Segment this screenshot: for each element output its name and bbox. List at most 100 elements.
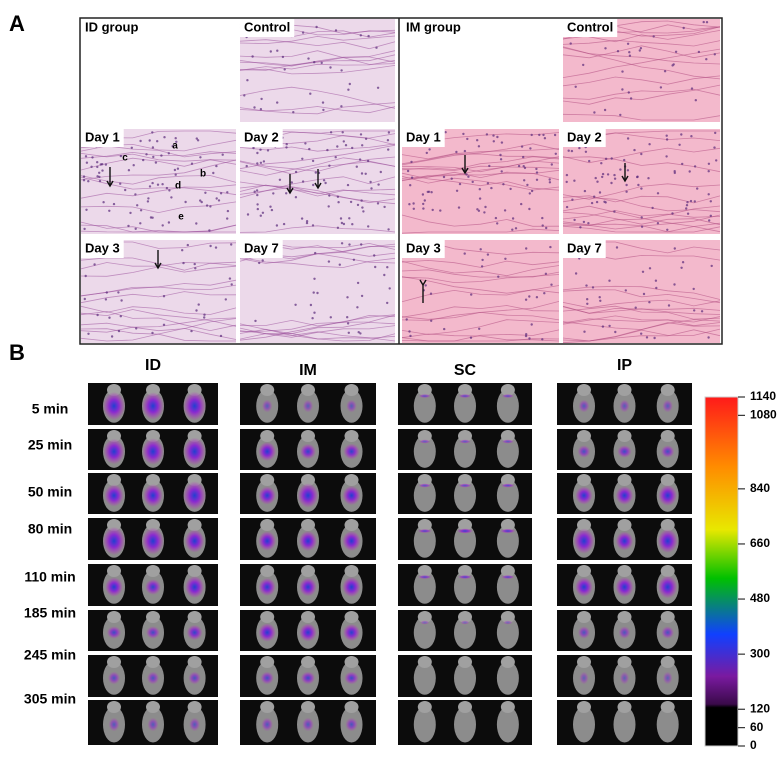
nucleus: [535, 171, 539, 174]
mouse-head: [146, 656, 160, 668]
mouse-body: [496, 570, 519, 604]
imaging-cell: [240, 383, 376, 425]
nucleus: [294, 196, 298, 199]
nucleus: [543, 137, 547, 140]
nucleus: [578, 146, 581, 150]
nucleus: [212, 171, 215, 175]
signal: [420, 620, 430, 625]
nucleus: [269, 205, 272, 208]
nucleus: [640, 332, 643, 335]
signal: [617, 445, 632, 458]
nucleus: [590, 201, 594, 205]
nucleus: [226, 191, 229, 194]
nucleus: [626, 137, 630, 140]
imaging-cell: [240, 429, 376, 470]
nucleus: [246, 79, 249, 82]
nucleus: [616, 50, 620, 53]
mouse-head: [417, 656, 432, 668]
nucleus: [525, 333, 528, 336]
mouse-head: [417, 474, 432, 486]
nucleus: [346, 316, 349, 319]
tissue-fiber: [240, 314, 396, 327]
nucleus: [579, 226, 582, 229]
imaging-cell: [88, 518, 218, 560]
nucleus: [329, 131, 333, 134]
nucleus: [255, 189, 259, 192]
nucleus: [528, 192, 531, 195]
colorbar-tick-label: 840: [750, 481, 770, 495]
imaging-cell: [240, 610, 376, 651]
mouse-body: [496, 524, 519, 558]
marker-letter: a: [172, 141, 178, 152]
nucleus: [570, 149, 574, 153]
arrow-head: [461, 167, 469, 175]
mouse-head: [301, 565, 315, 577]
nucleus: [715, 159, 718, 162]
mouse-head: [301, 384, 315, 396]
tissue-fiber: [80, 184, 237, 199]
mouse-head: [660, 656, 675, 668]
nucleus: [422, 207, 425, 210]
nucleus: [182, 261, 185, 265]
nucleus: [130, 146, 133, 149]
mouse-head: [107, 430, 121, 442]
nucleus: [671, 212, 674, 215]
tissue-fiber: [562, 47, 721, 80]
nucleus: [373, 254, 376, 257]
nucleus: [601, 325, 605, 328]
nucleus: [98, 179, 102, 183]
signal: [142, 527, 164, 555]
nucleus: [522, 155, 525, 159]
nucleus: [471, 180, 474, 184]
nucleus: [705, 58, 708, 61]
nucleus: [276, 101, 279, 104]
signal: [108, 717, 120, 732]
nucleus: [626, 169, 630, 172]
mouse-head: [344, 611, 359, 623]
arrow-head: [286, 187, 294, 195]
nucleus: [603, 200, 606, 203]
nucleus: [490, 186, 493, 190]
colorbar-tick-label: 300: [750, 646, 770, 660]
nucleus: [176, 167, 180, 170]
nucleus: [104, 163, 108, 166]
tissue-fiber: [239, 57, 396, 66]
mouse-head: [458, 519, 472, 531]
nucleus: [525, 247, 528, 250]
signal: [188, 671, 201, 685]
nucleus: [316, 291, 319, 295]
mouse-head: [617, 430, 632, 442]
nucleus: [511, 217, 515, 220]
nucleus: [347, 88, 350, 91]
signal: [458, 575, 472, 579]
nucleus: [681, 261, 685, 264]
tissue-fiber: [401, 259, 560, 268]
mouse-head: [660, 565, 675, 577]
nucleus: [689, 199, 693, 203]
nucleus: [594, 176, 597, 180]
nucleus: [355, 165, 358, 168]
tissue-fiber: [401, 301, 560, 320]
nucleus: [386, 266, 389, 269]
nucleus: [324, 181, 327, 185]
imaging-cell: [88, 610, 218, 651]
nucleus: [139, 222, 142, 225]
nucleus: [203, 316, 206, 319]
nucleus: [530, 133, 533, 137]
nucleus: [151, 131, 154, 134]
nucleus: [478, 197, 482, 200]
mouse-head: [577, 656, 591, 668]
group-header: IM: [299, 362, 317, 379]
nucleus: [217, 199, 221, 202]
nucleus: [431, 208, 434, 212]
signal: [658, 485, 678, 506]
nucleus: [648, 301, 651, 304]
imaging-cell: [398, 473, 532, 514]
nucleus: [305, 220, 309, 223]
nucleus: [663, 70, 667, 73]
mouse-head: [617, 656, 632, 668]
nucleus: [697, 50, 701, 54]
nucleus: [117, 291, 120, 294]
nucleus: [387, 148, 390, 151]
